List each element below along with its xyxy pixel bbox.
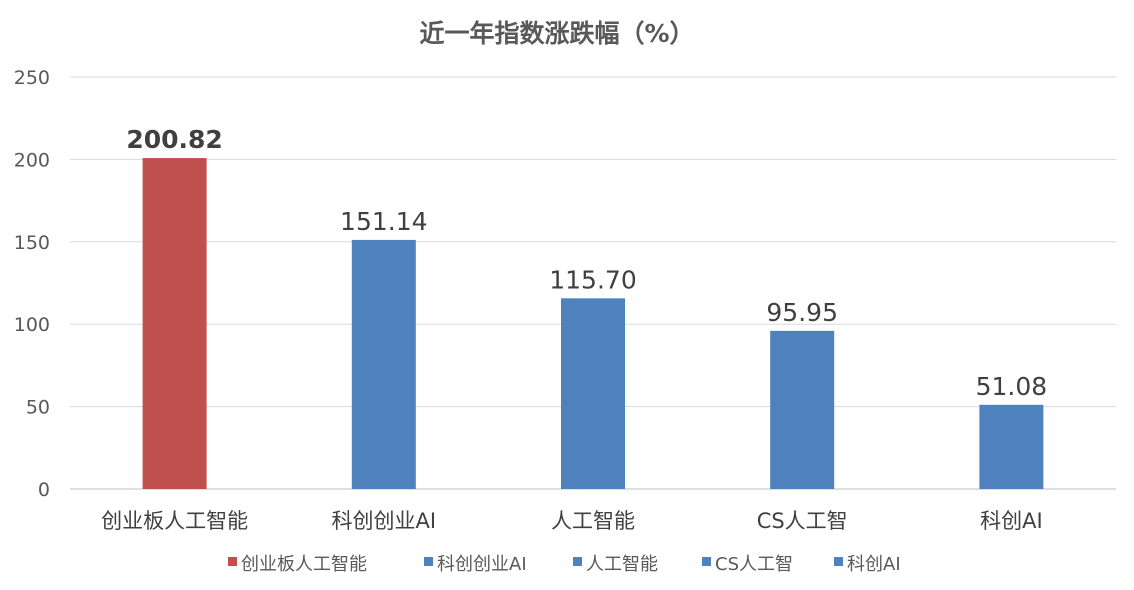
legend-label: 创业板人工智能 bbox=[241, 554, 367, 575]
bar bbox=[351, 239, 416, 489]
bar bbox=[979, 404, 1044, 489]
data-label: 95.95 bbox=[766, 298, 838, 327]
y-tick-label: 150 bbox=[14, 232, 50, 254]
bar bbox=[770, 330, 835, 489]
legend-marker bbox=[424, 557, 433, 566]
x-tick-label: CS人工智 bbox=[757, 509, 848, 533]
legend-label: 科创创业AI bbox=[437, 554, 527, 575]
data-label: 51.08 bbox=[976, 372, 1048, 401]
y-tick-label: 100 bbox=[14, 314, 50, 336]
x-tick-label: 科创AI bbox=[980, 509, 1043, 533]
data-label: 200.82 bbox=[126, 125, 222, 154]
y-tick-label: 200 bbox=[14, 149, 50, 171]
legend-marker bbox=[834, 557, 843, 566]
legend-label: 科创AI bbox=[847, 554, 901, 575]
legend-marker bbox=[573, 557, 582, 566]
x-tick-label: 科创创业AI bbox=[332, 509, 437, 533]
legend-marker bbox=[702, 557, 711, 566]
chart-title: 近一年指数涨跌幅（%） bbox=[419, 19, 694, 48]
x-tick-label: 人工智能 bbox=[551, 509, 635, 533]
bar bbox=[561, 298, 625, 489]
x-tick-label: 创业板人工智能 bbox=[101, 509, 248, 533]
data-label: 115.70 bbox=[549, 265, 636, 294]
bar bbox=[142, 158, 207, 489]
data-label: 151.14 bbox=[340, 207, 427, 236]
legend-label: 人工智能 bbox=[586, 554, 658, 575]
y-tick-label: 250 bbox=[14, 67, 50, 89]
y-tick-label: 50 bbox=[26, 397, 50, 419]
y-tick-label: 0 bbox=[38, 479, 50, 501]
legend-marker bbox=[228, 557, 237, 566]
legend-label: CS人工智 bbox=[715, 554, 793, 575]
